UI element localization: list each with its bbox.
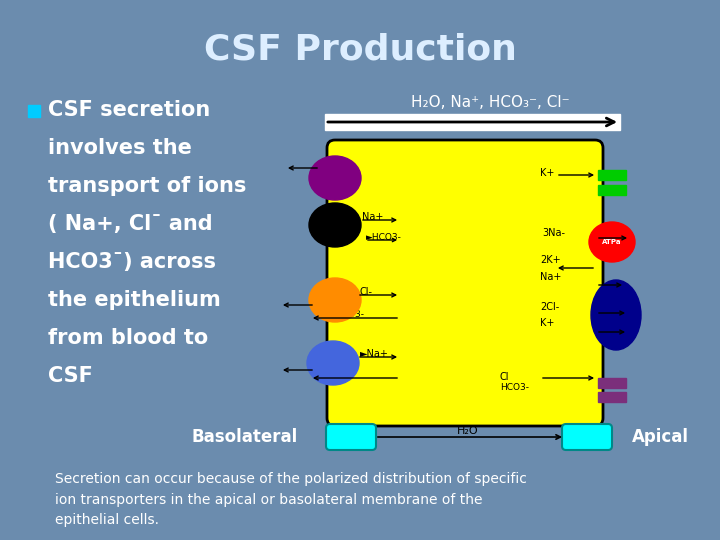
Text: Na+: Na+: [362, 212, 383, 222]
Text: 3Na-: 3Na-: [542, 228, 565, 238]
Bar: [325, 114, 620, 130]
Text: HCO3-: HCO3-: [335, 310, 364, 319]
Ellipse shape: [309, 203, 361, 247]
Text: CSF: CSF: [48, 366, 93, 386]
Text: K+: K+: [540, 168, 554, 178]
Text: the epithelium: the epithelium: [48, 290, 221, 310]
Text: Basolateral: Basolateral: [192, 428, 298, 446]
Text: HCO3-: HCO3-: [500, 383, 529, 392]
Text: from blood to: from blood to: [48, 328, 208, 348]
Text: ►Na+: ►Na+: [360, 349, 389, 359]
Ellipse shape: [309, 278, 361, 322]
Text: H+: H+: [340, 370, 356, 380]
FancyBboxPatch shape: [562, 424, 612, 450]
Text: ( Na+, Cl¯ and: ( Na+, Cl¯ and: [48, 214, 212, 234]
FancyBboxPatch shape: [326, 424, 376, 450]
Text: CSF secretion: CSF secretion: [48, 100, 210, 120]
Text: transport of ions: transport of ions: [48, 176, 246, 196]
FancyBboxPatch shape: [327, 140, 603, 426]
Text: K+: K+: [540, 318, 554, 328]
Ellipse shape: [309, 156, 361, 200]
Ellipse shape: [589, 222, 635, 262]
Bar: [598, 185, 626, 195]
Bar: [598, 378, 626, 388]
Text: H₂O, Na⁺, HCO₃⁻, Cl⁻: H₂O, Na⁺, HCO₃⁻, Cl⁻: [410, 95, 570, 110]
Bar: [598, 170, 626, 180]
Ellipse shape: [307, 341, 359, 385]
Ellipse shape: [591, 280, 641, 350]
Text: Apical: Apical: [631, 428, 688, 446]
Text: ATPa: ATPa: [602, 239, 622, 245]
Text: Secretion can occur because of the polarized distribution of specific
ion transp: Secretion can occur because of the polar…: [55, 472, 527, 527]
Text: H₂O: H₂O: [457, 426, 479, 436]
Bar: [598, 392, 626, 402]
Text: Na+: Na+: [540, 272, 562, 282]
Text: Cl-: Cl-: [360, 287, 373, 297]
Text: Cl: Cl: [500, 372, 510, 382]
Text: ►HCO3-: ►HCO3-: [366, 233, 402, 242]
Bar: [28, 105, 40, 117]
Text: involves the: involves the: [48, 138, 192, 158]
Text: 2Cl-: 2Cl-: [540, 302, 559, 312]
Text: 2K+: 2K+: [540, 255, 561, 265]
Text: HCO3¯) across: HCO3¯) across: [48, 252, 216, 272]
Text: CSF Production: CSF Production: [204, 32, 516, 66]
